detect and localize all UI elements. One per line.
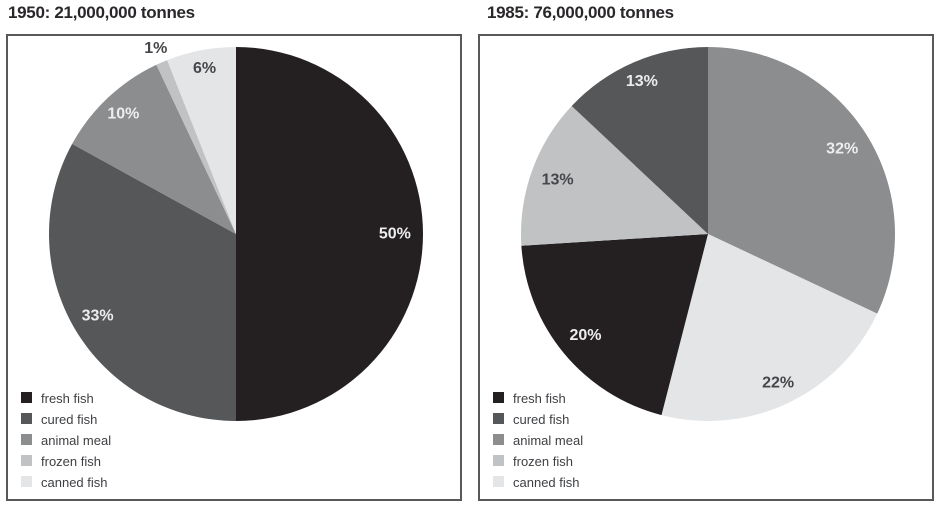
chart-title-1950: 1950: 21,000,000 tonnes <box>8 3 195 22</box>
legend-swatch-animal-meal <box>493 434 504 445</box>
legend-item-frozen-fish: frozen fish <box>493 450 583 471</box>
slice-percent-label-frozen-fish: 13% <box>542 171 574 188</box>
pie-chart-1950: 50% 33% 10% 1% 6% <box>48 40 423 421</box>
legend-label-canned-fish: canned fish <box>513 474 580 490</box>
slice-percent-label-canned-fish: 22% <box>762 374 794 391</box>
legend-label-fresh-fish: fresh fish <box>41 390 94 406</box>
slice-percent-label-animal-meal: 32% <box>826 140 858 157</box>
pie-slice-cured-fish <box>571 47 708 234</box>
chart-panel-1985: 32% 22% 20% 13% 13% fresh fish cured fish an… <box>478 34 934 501</box>
legend-1950: fresh fish cured fish animal meal frozen… <box>21 387 111 492</box>
legend-swatch-canned-fish <box>493 476 504 487</box>
legend-label-canned-fish: canned fish <box>41 474 108 490</box>
chart-block-1950: 1950: 21,000,000 tonnes 50% 33% 10% 1% 6% fr… <box>6 0 462 510</box>
legend-swatch-fresh-fish <box>21 392 32 403</box>
legend-label-frozen-fish: frozen fish <box>513 453 573 469</box>
chart-block-1985: 1985: 76,000,000 tonnes 32% 22% 20% 13% 13% … <box>478 0 934 510</box>
pie-slice-animal-meal <box>708 47 895 314</box>
slice-percent-label-fresh-fish: 50% <box>379 226 411 243</box>
pie-slice-fresh-fish <box>521 234 708 416</box>
legend-swatch-animal-meal <box>21 434 32 445</box>
legend-item-frozen-fish: frozen fish <box>21 450 111 471</box>
legend-label-cured-fish: cured fish <box>513 411 570 427</box>
legend-label-frozen-fish: frozen fish <box>41 453 101 469</box>
legend-swatch-canned-fish <box>21 476 32 487</box>
slice-percent-label-frozen-fish: 1% <box>144 40 167 57</box>
legend-item-animal-meal: animal meal <box>21 429 111 450</box>
slice-percent-label-fresh-fish: 20% <box>569 327 601 344</box>
pie-slice-frozen-fish <box>156 60 236 234</box>
legend-item-fresh-fish: fresh fish <box>493 387 583 408</box>
legend-item-cured-fish: cured fish <box>493 408 583 429</box>
legend-swatch-cured-fish <box>21 413 32 424</box>
slice-percent-label-animal-meal: 10% <box>107 106 139 123</box>
legend-swatch-cured-fish <box>493 413 504 424</box>
legend-item-canned-fish: canned fish <box>493 471 583 492</box>
legend-swatch-frozen-fish <box>493 455 504 466</box>
pie-slice-canned-fish <box>167 47 236 234</box>
legend-item-animal-meal: animal meal <box>493 429 583 450</box>
pie-slice-cured-fish <box>48 143 236 421</box>
chart-title-1985: 1985: 76,000,000 tonnes <box>487 3 674 22</box>
chart-panel-1950: 50% 33% 10% 1% 6% fresh fish cured fish anim… <box>6 34 462 501</box>
pie-slice-fresh-fish <box>236 47 423 421</box>
pie-slice-frozen-fish <box>521 105 708 246</box>
slice-percent-label-canned-fish: 6% <box>193 60 216 77</box>
legend-label-animal-meal: animal meal <box>513 432 584 448</box>
legend-swatch-fresh-fish <box>493 392 504 403</box>
legend-label-cured-fish: cured fish <box>41 411 98 427</box>
pie-chart-1985: 32% 22% 20% 13% 13% <box>521 47 895 422</box>
pie-slice-canned-fish <box>661 234 878 422</box>
legend-item-canned-fish: canned fish <box>21 471 111 492</box>
slice-percent-label-cured-fish: 33% <box>82 307 114 324</box>
legend-swatch-frozen-fish <box>21 455 32 466</box>
legend-label-animal-meal: animal meal <box>41 432 112 448</box>
pie-slice-animal-meal <box>72 64 236 234</box>
legend-label-fresh-fish: fresh fish <box>513 390 566 406</box>
legend-item-fresh-fish: fresh fish <box>21 387 111 408</box>
legend-1985: fresh fish cured fish animal meal frozen… <box>493 387 583 492</box>
legend-item-cured-fish: cured fish <box>21 408 111 429</box>
slice-percent-label-cured-fish: 13% <box>626 73 658 90</box>
